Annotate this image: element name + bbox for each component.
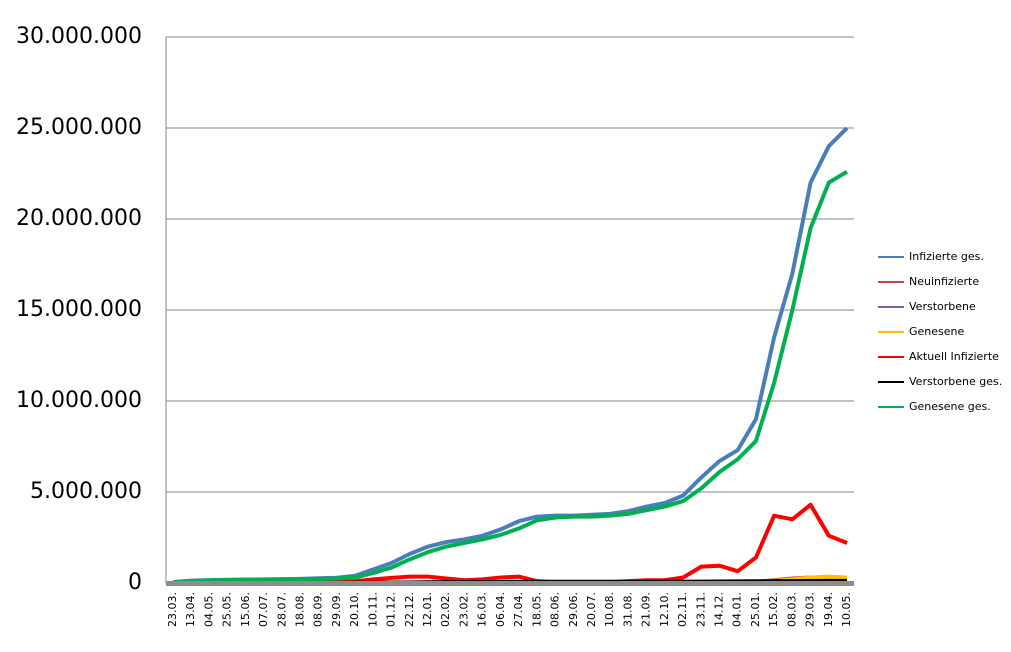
x-tick-label: 08.09. (312, 592, 325, 627)
y-tick-label: 20.000.000 (16, 206, 142, 231)
legend-label: Infizierte ges. (909, 250, 984, 263)
x-tick-label: 04.01. (731, 592, 744, 627)
x-tick-label: 10.08. (603, 592, 616, 627)
x-tick-label: 23.02. (457, 592, 470, 627)
x-tick-label: 12.01. (421, 592, 434, 627)
x-tick-label: 29.03. (804, 592, 817, 627)
y-tick-label: 15.000.000 (16, 297, 142, 322)
x-tick-label: 27.04. (512, 592, 525, 627)
x-tick-label: 20.07. (585, 592, 598, 627)
x-tick-label: 16.03. (476, 592, 489, 627)
x-tick-label: 18.08. (294, 592, 307, 627)
y-tick-label: 30.000.000 (16, 24, 142, 49)
x-tick-label: 01.12. (385, 592, 398, 627)
x-tick-label: 18.05. (530, 592, 543, 627)
y-tick-label: 5.000.000 (30, 479, 142, 504)
x-tick-label: 10.05. (840, 592, 853, 627)
x-tick-label: 08.06. (549, 592, 562, 627)
x-tick-label: 25.05. (221, 592, 234, 627)
x-tick-label: 22.12. (403, 592, 416, 627)
x-tick-label: 02.02. (439, 592, 452, 627)
x-tick-label: 07.07. (257, 592, 270, 627)
legend-label: Aktuell Infizierte (909, 350, 999, 363)
x-tick-label: 29.06. (567, 592, 580, 627)
legend-label: Verstorbene ges. (909, 375, 1002, 388)
x-tick-label: 08.03. (785, 592, 798, 627)
legend-label: Neuinfizierte (909, 275, 979, 288)
legend-label: Genesene (909, 325, 965, 338)
series-line (172, 126, 849, 585)
x-tick-label: 31.08. (621, 592, 634, 627)
x-tick-label: 29.09. (330, 592, 343, 627)
y-tick-label: 25.000.000 (16, 115, 142, 140)
y-tick-label: 10.000.000 (16, 388, 142, 413)
x-tick-label: 21.09. (640, 592, 653, 627)
x-tick-label: 12.10. (658, 592, 671, 627)
y-tick-label: 0 (128, 570, 142, 595)
x-tick-label: 10.11. (366, 592, 379, 627)
x-tick-label: 13.04. (184, 592, 197, 627)
x-axis (166, 581, 854, 586)
series-line (172, 169, 849, 585)
x-tick-label: 04.05. (202, 592, 215, 627)
x-tick-label: 15.02. (767, 592, 780, 627)
x-tick-label: 25.01. (749, 592, 762, 627)
x-tick-label: 14.12. (712, 592, 725, 627)
x-tick-label: 23.11. (694, 592, 707, 627)
legend-label: Verstorbene (909, 300, 976, 313)
x-tick-label: 06.04. (494, 592, 507, 627)
legend-label: Genesene ges. (909, 400, 991, 413)
series-line (172, 502, 848, 585)
x-tick-label: 20.10. (348, 592, 361, 627)
x-tick-label: 15.06. (239, 592, 252, 627)
x-tick-label: 23.03. (166, 592, 179, 627)
x-tick-label: 02.11. (676, 592, 689, 627)
x-tick-label: 28.07. (275, 592, 288, 627)
x-tick-label: 19.04. (822, 592, 835, 627)
